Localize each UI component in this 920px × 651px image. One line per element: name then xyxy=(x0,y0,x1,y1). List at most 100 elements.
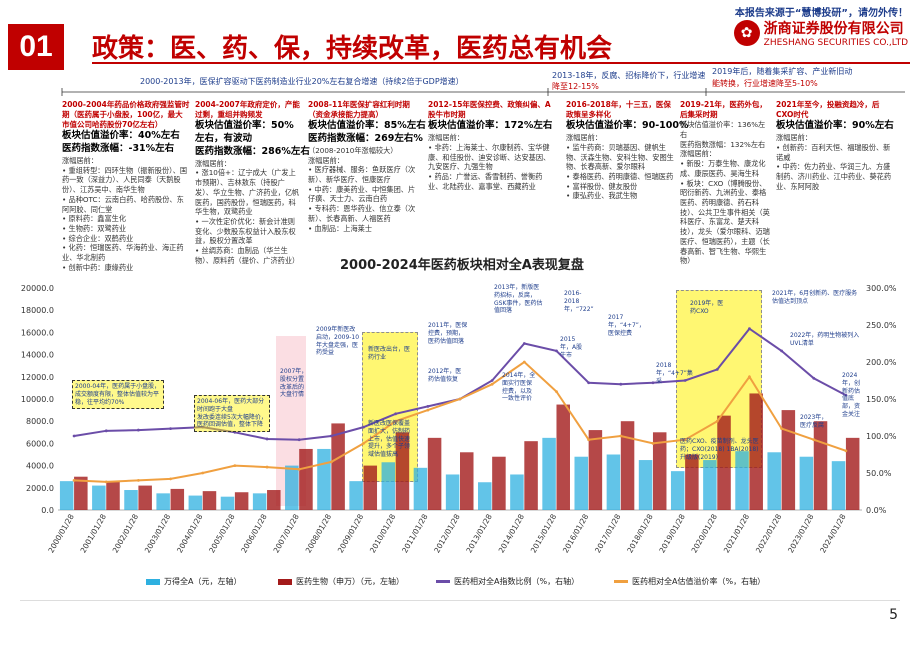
point-relative-index xyxy=(619,382,623,386)
bar-pharma xyxy=(202,491,217,510)
column-line: • 监牛药商：贝瑞基因、健帆生物、沃森生物、安科生物、安图生物、长春高新、爱尔眼… xyxy=(566,142,674,172)
column-title: 2000-2004年药品价格政府强监管时期（医药属于小盘股，100亿，最大市值公… xyxy=(62,100,190,130)
legend-item-ratio: 医药相对全A指数比例（%，右轴） xyxy=(436,576,579,587)
x-tick-label: 2006/01/28 xyxy=(239,512,269,554)
bar-wind-a xyxy=(188,495,203,510)
point-valuation-premium xyxy=(715,419,719,423)
column-line: • 中药：佐力药业、华润三九、方盛制药、济川药业、江中药业、葵花药业、东阿阿胶 xyxy=(776,162,892,191)
annotation-2019: 2019年，医药CXO xyxy=(690,300,724,315)
y-left-tick-label: 16000.0 xyxy=(21,328,54,337)
bar-pharma xyxy=(492,456,506,510)
x-tick-label: 2001/01/28 xyxy=(79,512,109,554)
column-line: 板块估值溢价率：50%左右，有波动 xyxy=(195,120,294,145)
bar-pharma xyxy=(331,423,345,510)
column-line: 涨幅居前： xyxy=(776,133,812,143)
point-relative-index xyxy=(394,412,398,416)
bar-wind-a xyxy=(124,490,138,510)
annotation-2023: 2023年，医疗反腐 xyxy=(800,414,828,429)
column-line: 医药指数涨幅：286%左右 xyxy=(195,145,310,157)
point-relative-index xyxy=(297,438,301,442)
column-line: 涨幅居前： xyxy=(62,156,98,165)
bar-wind-a xyxy=(156,493,170,510)
x-tick-label: 2012/01/28 xyxy=(432,512,462,554)
bar-wind-a xyxy=(638,460,653,510)
page-title: 政策：医、药、保，持续改革，医药总有机会 xyxy=(92,34,613,64)
point-valuation-premium xyxy=(169,477,172,481)
point-relative-index xyxy=(201,425,205,429)
point-valuation-premium xyxy=(651,442,655,445)
period-label-1: 2000-2013年，医保扩容驱动下医药制造业行业20%左右复合增速（持续2倍于… xyxy=(140,77,464,86)
column-line: • 涨10倍+：辽宁成大（广发上市预期）、吉林敖东（持股广发）、华立生物、广济药… xyxy=(195,168,300,217)
y-left-tick-label: 6000.0 xyxy=(26,439,54,448)
main-chart: 0.0 2000.0 4000.0 6000.0 8000.0 10000.0 12000.… xyxy=(21,284,897,554)
point-valuation-premium xyxy=(522,360,526,364)
footer-divider xyxy=(20,600,900,601)
column-line: （2008-2010年涨幅较大） xyxy=(308,145,398,155)
annotation-2024: 2024年，创新药估值底部，资金关注 xyxy=(842,372,861,418)
legend-item-pharma: 医药生物（申万）（元，左轴） xyxy=(278,576,404,587)
period-arrows xyxy=(61,88,905,96)
bar-pharma xyxy=(460,452,474,510)
bar-wind-a xyxy=(767,452,781,510)
point-valuation-premium xyxy=(362,442,365,445)
annotation-2022: 2022年，药明生物被列入UVL清单 xyxy=(790,332,860,347)
annotation-2007: 2007年，股权分置改革后的大盘行情 xyxy=(280,368,308,399)
bar-pharma xyxy=(363,465,378,510)
x-tick-label: 2003/01/28 xyxy=(143,512,173,554)
bar-pharma xyxy=(717,415,731,510)
bar-wind-a xyxy=(606,454,621,510)
y-right-tick-label: 50.0% xyxy=(866,469,892,478)
y-right-tick-label: 100.0% xyxy=(866,432,897,441)
bar-wind-a xyxy=(252,493,267,510)
x-tick-label: 2009/01/28 xyxy=(336,512,366,554)
x-tick-label: 2017/01/28 xyxy=(593,512,623,554)
bar-pharma xyxy=(749,393,763,510)
column-line: 板块估值溢价率：172%左右 xyxy=(428,120,553,132)
column-title: 2012-15年医保控费、政策纠偏、A股牛市时期 xyxy=(428,100,551,120)
point-valuation-premium xyxy=(426,408,430,412)
point-relative-index xyxy=(844,393,848,397)
column-line: • 化药：恒瑞医药、华海药业、海正药业、华北制药 xyxy=(62,243,184,263)
annotation-2017: 2017年，“4+7”，医保控费 xyxy=(608,314,645,337)
column-line: 涨幅居前： xyxy=(195,158,231,168)
legend-swatch xyxy=(614,580,628,583)
bar-wind-a xyxy=(220,496,235,510)
point-valuation-premium xyxy=(683,438,687,442)
point-valuation-premium xyxy=(587,438,591,442)
point-relative-index xyxy=(490,379,494,382)
annotation-2004-a: 2004-06年，医药大部分时间跑于大盘 xyxy=(197,398,265,413)
column-line: • 新股：万泰生物、康龙化成、康辰医药、昊海生科 xyxy=(680,159,766,178)
y-left-tick-label: 20000.0 xyxy=(21,284,54,293)
x-tick-label: 2024/01/28 xyxy=(818,512,848,554)
column-line: • 丝绸苏商：血制品（华兰生物）、原料药（提价、广济药业） xyxy=(195,246,300,265)
column-line: • 非药：上海莱士、尔康制药、宝华健康、和佳股份、迪安诊断、达安基因、九安医疗、… xyxy=(428,142,551,172)
bar-pharma xyxy=(299,448,313,510)
source-note: 本报告来源于“慧博投研”，请勿外传！ xyxy=(734,8,908,19)
column-line: 板块估值溢价率：90%左右 xyxy=(776,120,894,132)
column-line: 医药指数涨幅：269左右% xyxy=(308,133,423,145)
point-relative-index xyxy=(812,376,816,380)
y-left-tick-label: 4000.0 xyxy=(26,462,54,471)
point-relative-index xyxy=(169,427,172,430)
bar-wind-a xyxy=(381,462,396,510)
column-title: 2004-2007年政府定价，产能过剩，重组并购频发 xyxy=(195,100,300,120)
point-valuation-premium xyxy=(619,434,623,438)
bar-wind-a xyxy=(670,471,685,510)
column-title: 2016-2018年，十三五，医保政策呈多样化 xyxy=(566,100,671,120)
bar-wind-a xyxy=(574,456,588,510)
column-line: 板块估值溢价率：90-100% xyxy=(566,120,689,132)
y-right-tick-label: 150.0% xyxy=(866,395,897,404)
bar-pharma xyxy=(395,432,410,510)
y-left-tick-label: 0.0 xyxy=(41,506,54,515)
y-left-tick-label: 12000.0 xyxy=(21,373,54,382)
column-line: • 富祥股份、健友股份 xyxy=(566,181,638,191)
bar-pharma xyxy=(588,430,603,510)
bar-wind-a xyxy=(92,485,106,510)
column-line: • 综合企业：双鹤药业 xyxy=(62,233,134,243)
x-tick-label: 2023/01/28 xyxy=(786,512,816,554)
point-relative-index xyxy=(651,381,655,385)
bar-pharma xyxy=(620,421,635,510)
column-line: • 泰格医药、药明康德、恒瑞医药 xyxy=(566,171,674,181)
period-column-5: 2016-2018年，十三五，医保政策呈多样化 板块估值溢价率：90-100% … xyxy=(566,100,689,201)
bar-pharma xyxy=(845,437,860,510)
